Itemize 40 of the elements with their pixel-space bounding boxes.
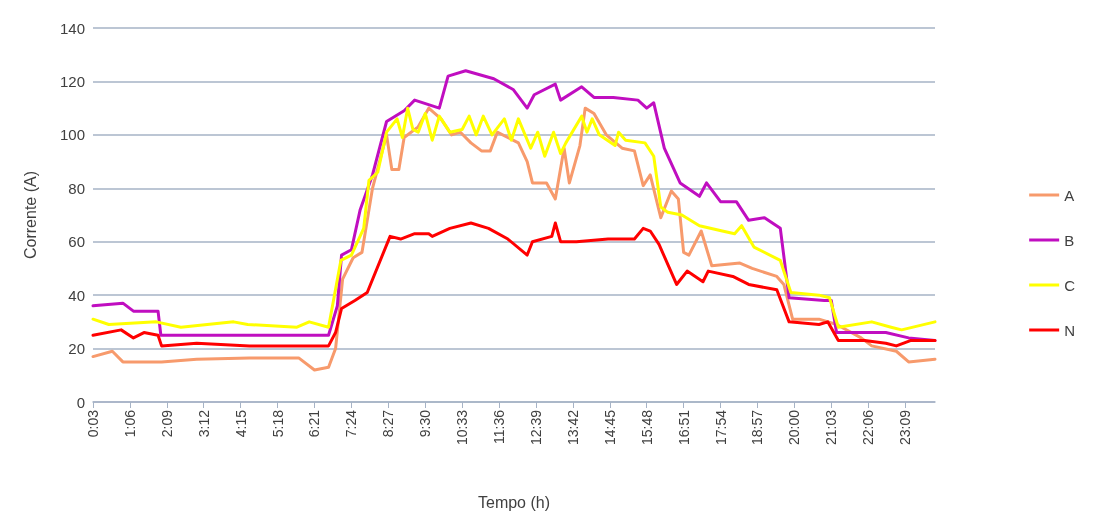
x-tick-label: 1:06 xyxy=(121,409,138,438)
x-tick-label: 23:09 xyxy=(897,409,914,446)
legend-label: N xyxy=(1064,321,1076,339)
legend-label: A xyxy=(1064,186,1075,204)
x-tick-label: 18:57 xyxy=(749,409,766,446)
x-tick-label: 15:48 xyxy=(638,409,655,446)
y-tick-label: 0 xyxy=(76,393,85,411)
x-tick-label: 8:27 xyxy=(380,409,397,438)
x-tick-label: 0:03 xyxy=(85,409,101,438)
x-tick-label: 5:18 xyxy=(269,409,286,438)
x-axis-title: Tempo (h) xyxy=(477,493,551,511)
x-tick-label: 3:12 xyxy=(195,409,212,438)
x-tick-label: 11:36 xyxy=(491,409,508,444)
legend-label: B xyxy=(1064,231,1075,249)
x-tick-label: 20:00 xyxy=(786,409,803,446)
y-tick-label: 80 xyxy=(68,179,85,197)
line-series xyxy=(91,221,937,348)
x-tick-label: 6:21 xyxy=(306,409,323,438)
y-tick-label: 100 xyxy=(59,126,85,144)
x-tick-label: 16:51 xyxy=(675,409,692,446)
line-series xyxy=(91,106,937,372)
y-tick-label: 20 xyxy=(68,340,85,358)
x-tick-label: 17:54 xyxy=(712,409,729,446)
y-tick-label: 40 xyxy=(68,286,85,304)
x-tick-label: 14:45 xyxy=(601,409,618,446)
legend-label: C xyxy=(1064,276,1076,294)
x-tick-label: 22:06 xyxy=(860,409,877,446)
x-tick-label: 12:39 xyxy=(527,409,544,446)
y-tick-label: 140 xyxy=(59,19,85,37)
x-tick-label: 7:24 xyxy=(343,409,360,438)
x-tick-label: 2:09 xyxy=(158,409,175,438)
line-series xyxy=(91,106,937,332)
x-tick-label: 4:15 xyxy=(232,409,249,438)
y-axis-title: Corrente (A) xyxy=(21,170,39,260)
x-tick-label: 21:03 xyxy=(823,409,840,446)
y-tick-label: 120 xyxy=(59,72,85,90)
x-tick-label: 9:30 xyxy=(417,409,434,438)
x-tick-label: 13:42 xyxy=(564,409,581,446)
x-tick-label: 10:33 xyxy=(454,409,471,446)
y-tick-label: 60 xyxy=(68,233,85,251)
